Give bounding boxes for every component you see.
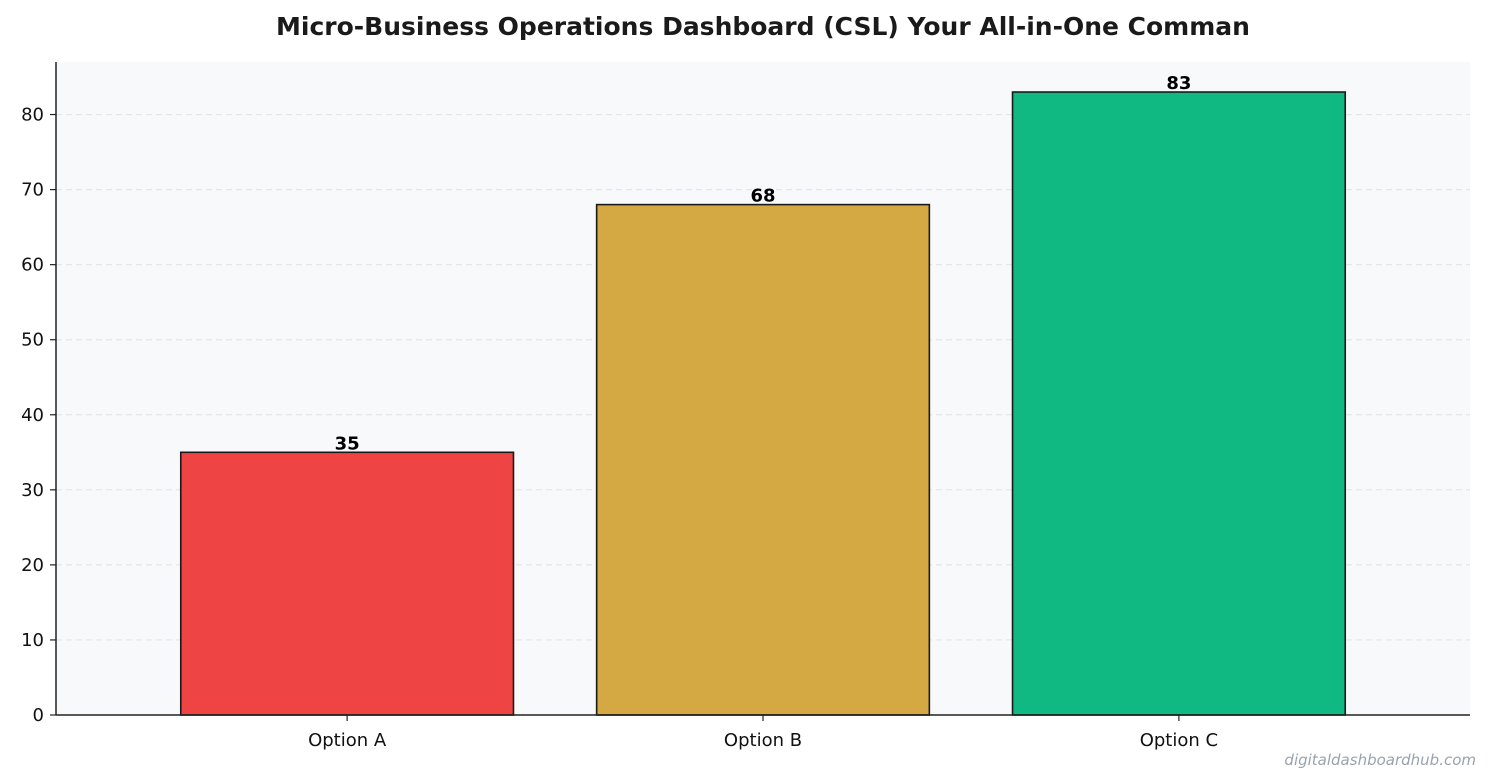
tick-labels: Option A Option B Option C 0 10 20 30 40 50 60 70 8… bbox=[21, 105, 1218, 751]
y-tick-label: 40 bbox=[21, 405, 44, 426]
data-label: 83 bbox=[1166, 73, 1191, 94]
bar-option-c bbox=[1011, 91, 1347, 716]
bar-option-b bbox=[595, 203, 931, 716]
bar-option-a bbox=[179, 451, 515, 716]
watermark-text: digitaldashboardhub.com bbox=[1284, 751, 1476, 769]
bars bbox=[179, 91, 1347, 716]
y-tick-label: 0 bbox=[33, 705, 44, 726]
y-tick-label: 50 bbox=[21, 330, 44, 351]
x-tick-label: Option C bbox=[1140, 730, 1218, 751]
y-tick-label: 10 bbox=[21, 630, 44, 651]
y-tick-label: 80 bbox=[21, 105, 44, 126]
x-tick-label: Option A bbox=[308, 730, 387, 751]
y-tick-label: 70 bbox=[21, 180, 44, 201]
x-tick-label: Option B bbox=[724, 730, 802, 751]
data-labels: 35 68 83 bbox=[335, 73, 1192, 454]
data-label: 68 bbox=[750, 186, 775, 207]
chart-title: Micro-Business Operations Dashboard (CSL… bbox=[276, 12, 1250, 41]
y-tick-label: 30 bbox=[21, 480, 44, 501]
y-tick-label: 20 bbox=[21, 555, 44, 576]
data-label: 35 bbox=[335, 433, 360, 454]
y-tick-label: 60 bbox=[21, 255, 44, 276]
